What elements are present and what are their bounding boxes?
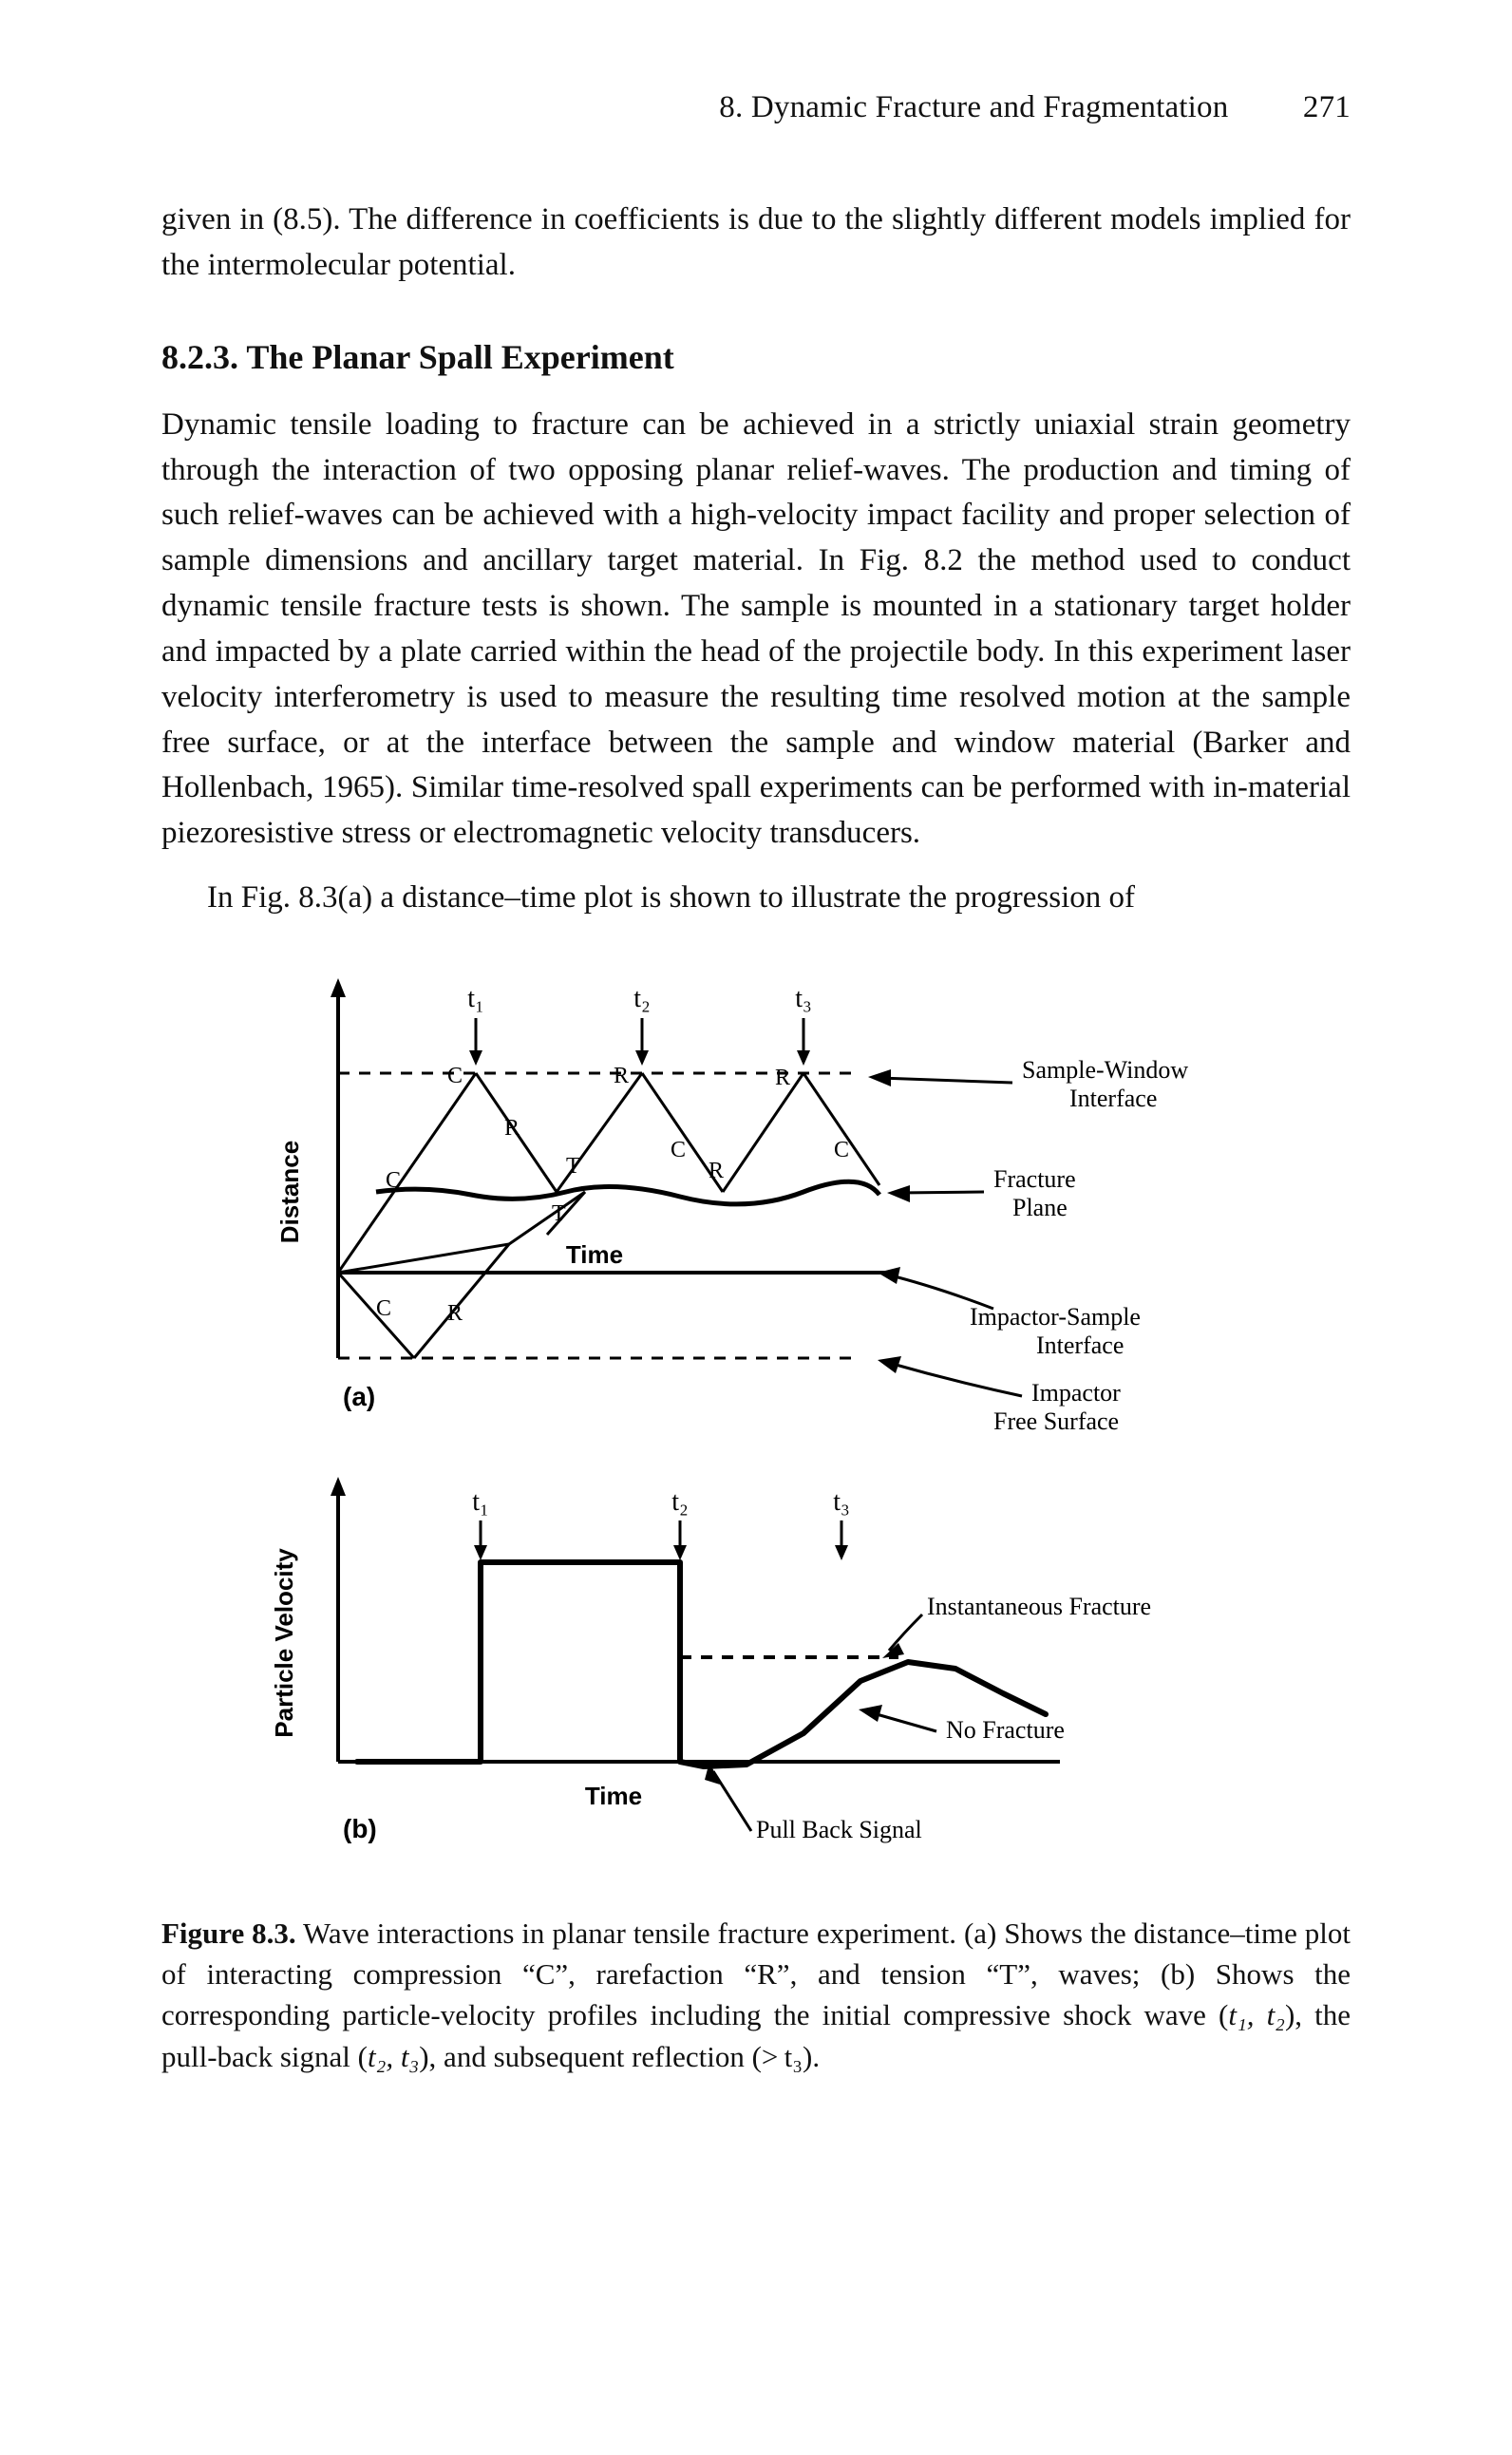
section-heading: 8.2.3. The Planar Spall Experiment: [161, 332, 1351, 382]
wave-label-c: C: [376, 1296, 391, 1321]
figure-panel-a: Distance Time C C R T R C R R C C R T t₁…: [234, 950, 1278, 1444]
wave-label-c: C: [386, 1168, 401, 1193]
callout-impactor: Impactor: [1031, 1379, 1121, 1407]
callout-interface-2: Interface: [1036, 1331, 1124, 1359]
chapter-label: 8. Dynamic Fracture and Fragmentation: [719, 90, 1228, 124]
time-marker-t2: t₂: [671, 1487, 689, 1560]
time-marker-t1: t₁: [467, 984, 484, 1066]
svg-text:t₃: t₃: [795, 984, 812, 1013]
svg-text:t₁: t₁: [467, 984, 484, 1013]
callout-plane: Plane: [1012, 1194, 1068, 1221]
running-header: 8. Dynamic Fracture and Fragmentation 27…: [161, 85, 1351, 131]
callout-pull-back: Pull Back Signal: [756, 1816, 922, 1843]
wave-label-c: C: [671, 1138, 686, 1162]
svg-text:t₃: t₃: [833, 1487, 850, 1517]
svg-text:t₂: t₂: [633, 984, 651, 1013]
callout-instantaneous: Instantaneous Fracture: [927, 1593, 1151, 1620]
callout-no-fracture: No Fracture: [946, 1716, 1065, 1744]
caption-label: Figure 8.3.: [161, 1917, 296, 1950]
wave-label-r: R: [614, 1064, 629, 1088]
caption-text-a: Wave interactions in planar tensile frac…: [161, 1917, 1351, 2032]
caption-gt: > t₃: [762, 2040, 803, 2073]
x-axis-label: Time: [566, 1240, 623, 1269]
caption-t2t3: t₂, t₃: [368, 2040, 419, 2073]
svg-text:t₁: t₁: [472, 1487, 489, 1517]
page-number: 271: [1303, 85, 1351, 131]
x-axis-label: Time: [585, 1782, 642, 1810]
wave-label-c: C: [834, 1138, 849, 1162]
wave-label-c: C: [447, 1064, 463, 1088]
figure-8-3: Distance Time C C R T R C R R C C R T t₁…: [234, 950, 1278, 1880]
wave-label-r: R: [775, 1066, 790, 1090]
paragraph-1: Dynamic tensile loading to fracture can …: [161, 403, 1351, 857]
wave-label-t: T: [566, 1154, 580, 1179]
caption-close: ).: [803, 2040, 820, 2073]
caption-t1t2: t₁, t₂: [1228, 1998, 1285, 2031]
svg-text:t₂: t₂: [671, 1487, 689, 1517]
y-axis-label: Particle Velocity: [270, 1548, 298, 1738]
figure-panel-b: Particle Velocity Time t₁ t₂ t₃ Instanta…: [234, 1458, 1278, 1866]
panel-label-a: (a): [343, 1382, 375, 1411]
caption-end: ), and subsequent reflection (: [419, 2040, 762, 2073]
y-axis-label: Distance: [275, 1141, 304, 1243]
wave-label-r: R: [504, 1116, 520, 1141]
wave-label-r: R: [447, 1301, 463, 1326]
paragraph-2: In Fig. 8.3(a) a distance–time plot is s…: [161, 876, 1351, 921]
time-marker-t2: t₂: [633, 984, 651, 1066]
time-marker-t1: t₁: [472, 1487, 489, 1560]
callout-interface: Interface: [1069, 1085, 1157, 1112]
callout-impactor-sample: Impactor-Sample: [970, 1303, 1141, 1331]
wave-label-t: T: [552, 1201, 566, 1226]
wave-label-r: R: [709, 1159, 724, 1183]
callout-sample-window: Sample-Window: [1022, 1056, 1188, 1084]
callout-fracture: Fracture: [993, 1165, 1076, 1193]
lead-paragraph: given in (8.5). The difference in coeffi…: [161, 198, 1351, 289]
time-marker-t3: t₃: [833, 1487, 850, 1560]
figure-caption: Figure 8.3. Wave interactions in planar …: [161, 1913, 1351, 2078]
time-marker-t3: t₃: [795, 984, 812, 1066]
callout-free-surface: Free Surface: [993, 1407, 1119, 1435]
panel-label-b: (b): [343, 1814, 377, 1843]
